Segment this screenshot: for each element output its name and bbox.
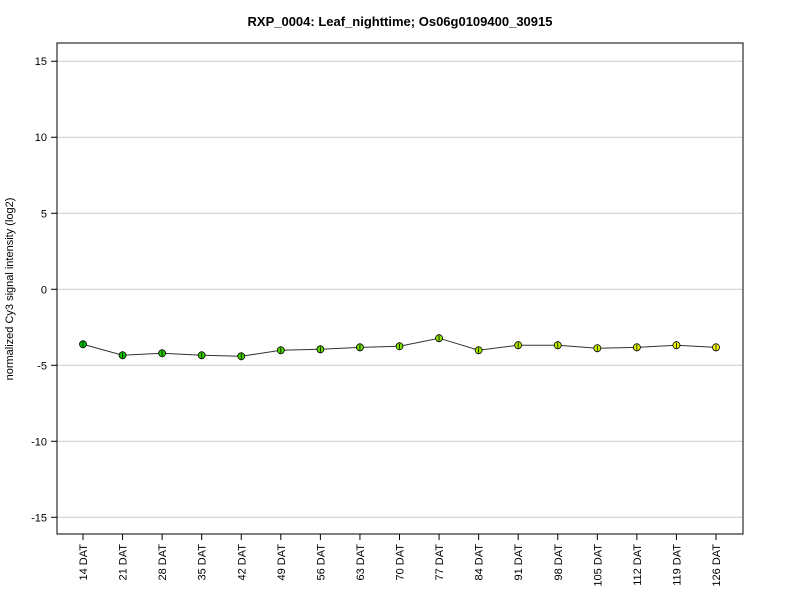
y-axis-label: normalized Cy3 signal intensity (log2) [4, 198, 16, 381]
chart-title: RXP_0004: Leaf_nighttime; Os06g0109400_3… [248, 14, 553, 29]
x-tick-label: 21 DAT [118, 544, 130, 581]
x-tick-label: 14 DAT [78, 544, 90, 581]
y-tick-label: -15 [31, 512, 47, 524]
x-tick-label: 126 DAT [711, 544, 723, 587]
y-tick-label: -10 [31, 436, 47, 448]
x-tick-label: 77 DAT [434, 544, 446, 581]
x-tick-label: 70 DAT [395, 544, 407, 581]
x-tick-label: 56 DAT [315, 544, 327, 581]
x-tick-label: 35 DAT [197, 544, 209, 581]
x-tick-label: 28 DAT [157, 544, 169, 581]
x-tick-label: 98 DAT [553, 544, 565, 581]
plot-frame [56, 42, 744, 535]
x-tick-label: 63 DAT [355, 544, 367, 581]
x-tick-label: 105 DAT [592, 544, 604, 587]
x-tick-label: 84 DAT [474, 544, 486, 581]
y-tick-label: 10 [35, 132, 47, 144]
x-tick-label: 112 DAT [632, 544, 644, 586]
x-tick-label: 49 DAT [276, 544, 288, 581]
x-tick-label: 91 DAT [513, 544, 525, 581]
x-tick-label: 119 DAT [671, 544, 683, 586]
y-tick-label: -5 [37, 360, 47, 372]
y-tick-label: 15 [35, 56, 47, 68]
y-tick-label: 5 [41, 208, 47, 220]
y-tick-label: 0 [41, 284, 47, 296]
x-tick-label: 42 DAT [236, 544, 248, 581]
